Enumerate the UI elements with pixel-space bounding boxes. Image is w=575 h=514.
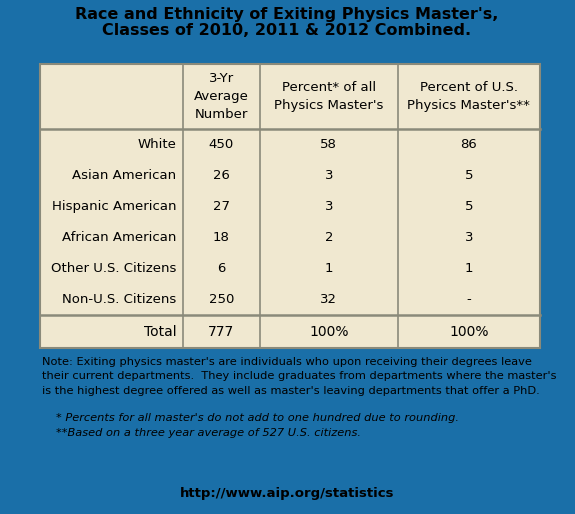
Text: Classes of 2010, 2011 & 2012 Combined.: Classes of 2010, 2011 & 2012 Combined.	[102, 23, 471, 38]
Text: Note: Exiting physics master's are individuals who upon receiving their degrees : Note: Exiting physics master's are indiv…	[42, 357, 557, 396]
Text: 1: 1	[465, 262, 473, 275]
Text: 1: 1	[324, 262, 333, 275]
Text: * Percents for all master's do not add to one hundred due to rounding.: * Percents for all master's do not add t…	[56, 413, 459, 423]
Text: 27: 27	[213, 200, 230, 213]
Text: 450: 450	[209, 138, 234, 151]
Text: 3-Yr
Average
Number: 3-Yr Average Number	[194, 72, 248, 120]
Text: 18: 18	[213, 231, 229, 244]
Text: Hispanic American: Hispanic American	[52, 200, 177, 213]
Text: 100%: 100%	[449, 324, 489, 339]
Text: Asian American: Asian American	[72, 169, 177, 182]
Text: Non-U.S. Citizens: Non-U.S. Citizens	[62, 293, 177, 306]
Text: 2: 2	[324, 231, 333, 244]
Text: 5: 5	[465, 200, 473, 213]
Text: Percent* of all
Physics Master's: Percent* of all Physics Master's	[274, 81, 384, 112]
Text: 3: 3	[324, 169, 333, 182]
Text: Total: Total	[144, 324, 177, 339]
Text: 6: 6	[217, 262, 225, 275]
Text: **Based on a three year average of 527 U.S. citizens.: **Based on a three year average of 527 U…	[56, 428, 361, 438]
Bar	[40, 64, 540, 348]
Text: 3: 3	[465, 231, 473, 244]
Text: http://www.aip.org/statistics: http://www.aip.org/statistics	[180, 487, 394, 500]
Text: Race and Ethnicity of Exiting Physics Master's,: Race and Ethnicity of Exiting Physics Ma…	[75, 7, 499, 22]
Text: Percent of U.S.
Physics Master's**: Percent of U.S. Physics Master's**	[407, 81, 530, 112]
Text: 250: 250	[209, 293, 234, 306]
Text: 5: 5	[465, 169, 473, 182]
Text: 3: 3	[324, 200, 333, 213]
Text: African American: African American	[62, 231, 177, 244]
Text: 26: 26	[213, 169, 229, 182]
Text: -: -	[466, 293, 471, 306]
Text: 777: 777	[208, 324, 235, 339]
Text: 100%: 100%	[309, 324, 348, 339]
Text: 86: 86	[461, 138, 477, 151]
Text: 32: 32	[320, 293, 338, 306]
Text: White: White	[137, 138, 177, 151]
Text: Other U.S. Citizens: Other U.S. Citizens	[51, 262, 177, 275]
Text: 58: 58	[320, 138, 337, 151]
